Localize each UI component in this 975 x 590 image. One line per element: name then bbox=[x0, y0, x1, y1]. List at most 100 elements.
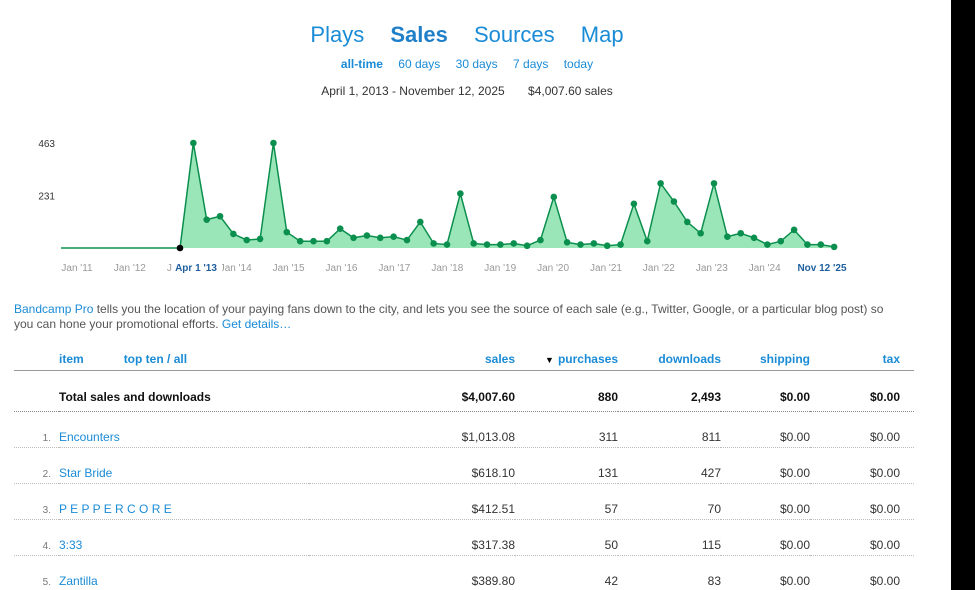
item-link[interactable]: 3:33 bbox=[59, 537, 83, 552]
x-tick-label: Jan '17 bbox=[378, 263, 410, 274]
item-link[interactable]: P E P P E R C O R E bbox=[59, 501, 172, 516]
data-point[interactable] bbox=[510, 240, 518, 247]
data-point[interactable] bbox=[777, 237, 785, 245]
item-link[interactable]: Encounters bbox=[59, 429, 120, 444]
data-point[interactable] bbox=[283, 228, 291, 236]
data-point[interactable] bbox=[617, 241, 624, 248]
row-index: 3. bbox=[14, 483, 59, 520]
index-header bbox=[14, 348, 59, 371]
item-link[interactable]: Zantilla bbox=[59, 573, 98, 588]
get-details-link[interactable]: Get details… bbox=[221, 317, 292, 331]
data-point[interactable] bbox=[684, 218, 691, 226]
data-point[interactable] bbox=[336, 225, 344, 233]
row-downloads: 70 bbox=[618, 483, 721, 520]
data-point[interactable] bbox=[643, 237, 651, 245]
data-point[interactable] bbox=[670, 198, 678, 205]
sort-downloads[interactable]: downloads bbox=[618, 348, 721, 371]
sort-item[interactable]: item bbox=[59, 351, 84, 366]
data-point[interactable] bbox=[550, 193, 558, 201]
row-sales: $1,013.08 bbox=[309, 411, 515, 448]
filter-separator: / bbox=[163, 351, 174, 366]
data-point[interactable] bbox=[804, 241, 811, 248]
end-marker-bg bbox=[792, 260, 852, 274]
bandcamp-pro-link[interactable]: Bandcamp Pro bbox=[14, 302, 94, 316]
data-point[interactable] bbox=[390, 233, 397, 240]
data-point[interactable] bbox=[270, 139, 277, 147]
data-point[interactable] bbox=[830, 243, 838, 251]
sort-purchases[interactable]: ▼ purchases bbox=[515, 348, 618, 371]
data-point[interactable] bbox=[417, 218, 424, 226]
tab-plays[interactable]: Plays bbox=[310, 22, 365, 47]
sort-sales[interactable]: sales bbox=[309, 348, 515, 371]
sort-desc-icon: ▼ bbox=[545, 354, 554, 365]
x-tick-label: Jan '20 bbox=[537, 263, 569, 274]
data-point[interactable] bbox=[817, 241, 825, 248]
promo-text: tells you the location of your paying fa… bbox=[14, 302, 884, 331]
item-link[interactable]: Star Bride bbox=[59, 465, 113, 480]
range-all-time[interactable]: all-time bbox=[340, 57, 383, 71]
data-point[interactable] bbox=[203, 216, 210, 223]
data-point[interactable] bbox=[363, 232, 371, 239]
row-downloads: 811 bbox=[618, 411, 721, 448]
sort-tax[interactable]: tax bbox=[810, 348, 914, 371]
data-point[interactable] bbox=[790, 226, 798, 234]
data-point[interactable] bbox=[256, 235, 264, 243]
range-60-days[interactable]: 60 days bbox=[398, 57, 441, 71]
tab-sales[interactable]: Sales bbox=[390, 22, 448, 47]
x-tick-label: Jan '23 bbox=[696, 263, 728, 274]
x-tick-label: Jan '19 bbox=[484, 263, 516, 274]
range-today[interactable]: today bbox=[563, 57, 594, 71]
data-point[interactable] bbox=[443, 241, 451, 248]
row-tax: $0.00 bbox=[810, 483, 914, 520]
data-point[interactable] bbox=[457, 190, 464, 197]
tab-map[interactable]: Map bbox=[580, 22, 624, 47]
data-point[interactable] bbox=[577, 241, 584, 248]
range-30-days[interactable]: 30 days bbox=[455, 57, 498, 71]
row-shipping: $0.00 bbox=[721, 519, 810, 556]
data-point[interactable] bbox=[764, 241, 771, 248]
row-tax: $0.00 bbox=[810, 411, 914, 448]
data-point[interactable] bbox=[750, 234, 758, 242]
tab-sources[interactable]: Sources bbox=[473, 22, 555, 47]
data-point[interactable] bbox=[603, 242, 611, 250]
filter-all[interactable]: all bbox=[173, 351, 188, 366]
data-point[interactable] bbox=[710, 180, 718, 187]
filter-top-ten[interactable]: top ten bbox=[123, 351, 164, 366]
data-point[interactable] bbox=[657, 180, 664, 187]
row-sales: $412.51 bbox=[309, 483, 515, 520]
data-point[interactable] bbox=[430, 240, 437, 247]
start-point[interactable] bbox=[176, 244, 184, 252]
data-point[interactable] bbox=[243, 236, 251, 244]
total-row: Total sales and downloads $4,007.60 880 … bbox=[14, 370, 914, 412]
data-point[interactable] bbox=[630, 200, 638, 208]
data-point[interactable] bbox=[403, 236, 411, 244]
data-point[interactable] bbox=[697, 229, 704, 237]
sort-shipping[interactable]: shipping bbox=[721, 348, 810, 371]
start-date-marker: Apr 1 '13 bbox=[175, 263, 217, 274]
data-point[interactable] bbox=[216, 212, 224, 220]
data-point[interactable] bbox=[230, 230, 237, 238]
row-downloads: 427 bbox=[618, 447, 721, 484]
row-title: Star Bride bbox=[59, 447, 309, 484]
data-point[interactable] bbox=[563, 239, 571, 246]
data-point[interactable] bbox=[483, 241, 491, 248]
table-row: 2. Star Bride $618.10 131 427 $0.00 $0.00 bbox=[14, 447, 914, 484]
data-point[interactable] bbox=[310, 237, 317, 245]
data-point[interactable] bbox=[296, 237, 304, 245]
data-point[interactable] bbox=[724, 233, 731, 240]
data-point[interactable] bbox=[497, 241, 504, 248]
range-7-days[interactable]: 7 days bbox=[513, 57, 549, 71]
data-point[interactable] bbox=[737, 229, 744, 237]
data-point[interactable] bbox=[590, 240, 598, 247]
data-point[interactable] bbox=[350, 234, 357, 242]
time-range-selector: all-time 60 days 30 days 7 days today bbox=[0, 57, 934, 71]
row-index: 2. bbox=[14, 447, 59, 484]
data-point[interactable] bbox=[323, 237, 331, 245]
data-point[interactable] bbox=[523, 242, 531, 250]
data-point[interactable] bbox=[190, 139, 197, 147]
row-shipping: $0.00 bbox=[721, 483, 810, 520]
x-tick-label: Jan '18 bbox=[431, 263, 463, 274]
data-point[interactable] bbox=[537, 236, 544, 244]
data-point[interactable] bbox=[376, 234, 384, 242]
data-point[interactable] bbox=[470, 240, 478, 247]
